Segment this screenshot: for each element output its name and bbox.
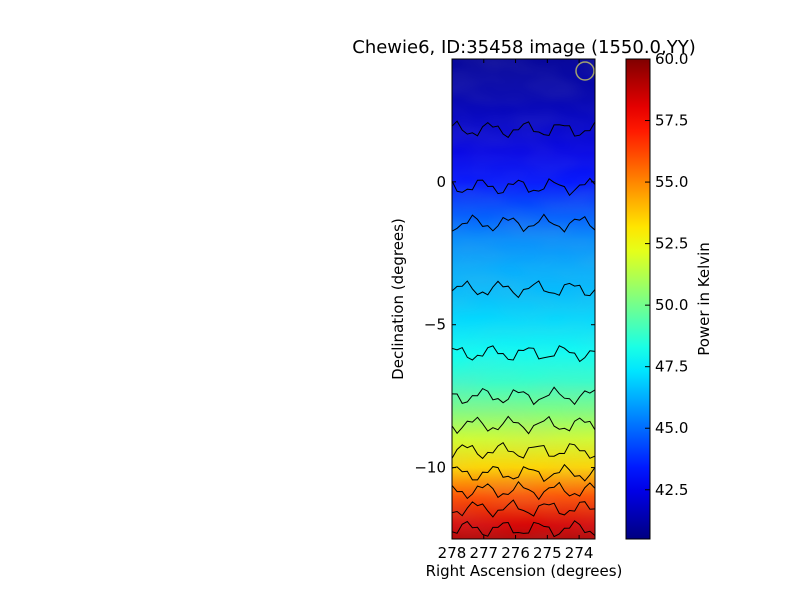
colorbar-tick-label: 55.0 <box>655 173 688 191</box>
contour-line <box>452 386 595 406</box>
colorbar-tick-label: 45.0 <box>655 419 688 437</box>
chart-title: Chewie6, ID:35458 image (1550.0,YY) <box>352 37 696 58</box>
y-tick-label: −5 <box>424 316 446 334</box>
plot-frame <box>451 58 596 540</box>
x-tick-label: 275 <box>533 544 562 562</box>
contour-line <box>452 177 595 197</box>
x-axis-label: Right Ascension (degrees) <box>426 562 623 580</box>
contour-line <box>452 415 595 435</box>
contour-line <box>452 441 595 460</box>
x-tick-label: 274 <box>565 544 594 562</box>
x-tick-label: 276 <box>501 544 530 562</box>
heatmap-image <box>452 59 595 539</box>
contour-line <box>452 499 595 518</box>
y-tick-label: −10 <box>414 459 446 477</box>
colorbar-tick-label: 50.0 <box>655 296 688 314</box>
colorbar-tick-label: 52.5 <box>655 235 688 253</box>
y-axis-label: Declination (degrees) <box>389 218 407 380</box>
contour-line <box>452 520 595 538</box>
colorbar-axis: 42.5 45.0 47.5 50.0 52.5 55.0 57.5 60.0 <box>645 50 688 499</box>
colorbar-tick-label: 42.5 <box>655 481 688 499</box>
x-tick-label: 277 <box>469 544 498 562</box>
contour-line <box>452 280 595 299</box>
y-tick-label: 0 <box>436 173 446 191</box>
contour-lines <box>452 120 595 538</box>
colorbar-label: Power in Kelvin <box>695 242 713 356</box>
contour-line <box>452 213 595 233</box>
beam-marker <box>575 61 595 81</box>
contour-line <box>452 463 595 483</box>
colorbar-tick-label: 60.0 <box>655 50 688 68</box>
x-axis: 278 277 276 275 274 <box>438 59 594 562</box>
y-axis: 0 −5 −10 <box>414 173 595 477</box>
x-tick-label: 278 <box>438 544 467 562</box>
colorbar-tick-label: 47.5 <box>655 358 688 376</box>
contour-line <box>452 120 595 139</box>
contour-line <box>452 480 595 501</box>
contour-line <box>452 345 595 363</box>
heatmap-texture <box>452 59 595 539</box>
colorbar <box>625 58 651 540</box>
colorbar-tick-label: 57.5 <box>655 112 688 130</box>
